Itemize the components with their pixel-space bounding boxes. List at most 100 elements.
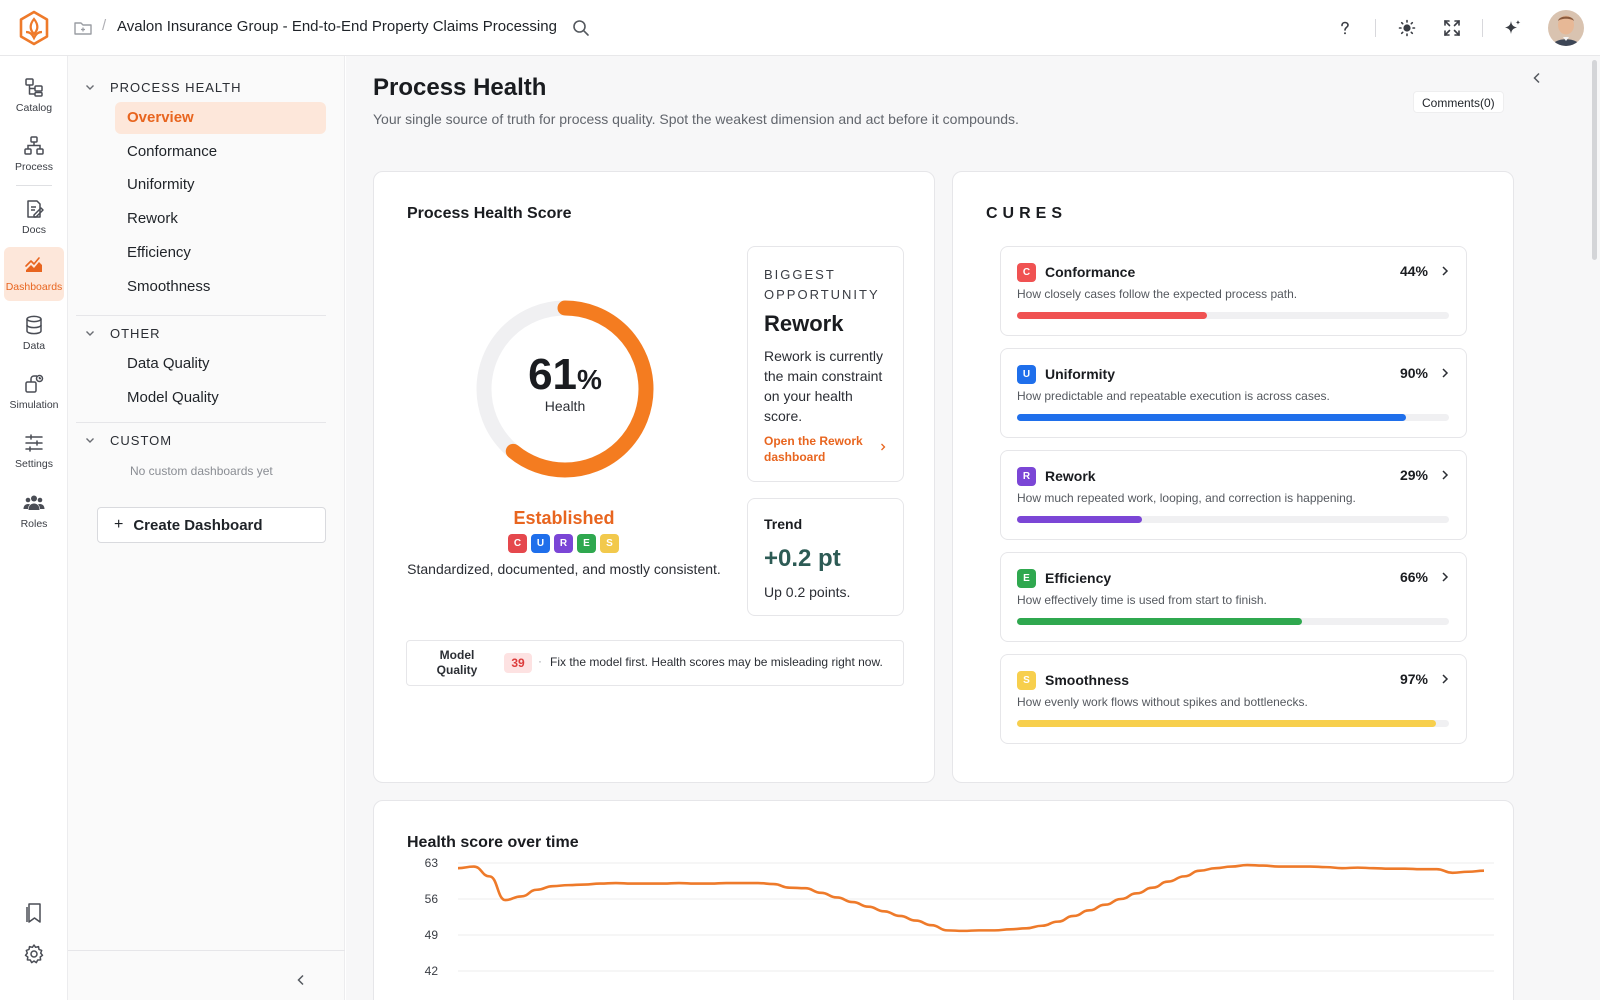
help-icon[interactable]	[1335, 18, 1355, 38]
create-dashboard-button[interactable]: + Create Dashboard	[97, 507, 326, 543]
user-avatar[interactable]	[1548, 10, 1584, 46]
folder-icon[interactable]	[73, 18, 93, 38]
cure-row-rework[interactable]: R Rework 29% How much repeated work, loo…	[1000, 450, 1467, 540]
cure-progress-track	[1017, 414, 1449, 421]
cure-letter-badge: U	[1017, 365, 1036, 384]
section-header-label: OTHER	[110, 325, 161, 341]
cure-row-efficiency[interactable]: E Efficiency 66% How effectively time is…	[1000, 552, 1467, 642]
docs-icon	[27, 200, 44, 218]
nav-item-data-quality[interactable]: Data Quality	[127, 355, 210, 372]
card-title: Process Health Score	[407, 205, 572, 222]
section-divider	[76, 315, 326, 316]
rail-item-roles[interactable]: Roles	[4, 484, 64, 538]
opportunity-kicker: BIGGEST OPPORTUNITY	[764, 267, 880, 302]
top-bar: / Avalon Insurance Group - End-to-End Pr…	[0, 0, 1600, 56]
cure-percent: 66%	[1399, 569, 1428, 585]
bookmark-icon[interactable]	[22, 901, 46, 925]
cure-progress-track	[1017, 618, 1449, 625]
health-series-line[interactable]	[457, 863, 1485, 933]
custom-empty-note: No custom dashboards yet	[130, 464, 273, 478]
search-icon[interactable]	[571, 18, 591, 38]
section-header-process-health[interactable]: PROCESS HEALTH	[84, 77, 242, 97]
trend-box: Trend +0.2 pt Up 0.2 points.	[747, 498, 904, 616]
chevron-left-icon[interactable]	[294, 973, 308, 987]
section-divider	[76, 422, 326, 423]
health-score-card: Process Health Score 61% Health Establis…	[373, 171, 935, 783]
cure-letter-badge: S	[1017, 671, 1036, 690]
rail-divider	[16, 185, 52, 186]
cure-name: Conformance	[1045, 264, 1136, 280]
cures-title: CURES	[986, 205, 1068, 222]
fullscreen-icon[interactable]	[1442, 18, 1462, 38]
section-header-custom[interactable]: CUSTOM	[84, 430, 172, 450]
health-donut-arc	[476, 300, 654, 478]
nav-item-overview[interactable]: Overview	[115, 102, 326, 134]
cure-progress-fill	[1017, 618, 1303, 625]
cure-progress-fill	[1017, 312, 1208, 319]
cures-card: CURES C Conformance 44% How closely case…	[952, 171, 1514, 783]
opportunity-description: Rework is currently the main constraint …	[764, 348, 884, 424]
rail-item-settings[interactable]: Settings	[4, 424, 64, 478]
chevron-right-icon	[1442, 470, 1449, 480]
gear-icon[interactable]	[22, 942, 46, 966]
trend-description: Up 0.2 points.	[764, 584, 851, 600]
rail-item-data[interactable]: Data	[4, 306, 64, 360]
dashboards-icon	[25, 257, 42, 272]
nav-item-uniformity[interactable]: Uniformity	[127, 176, 195, 193]
cure-description: How closely cases follow the expected pr…	[1017, 287, 1298, 301]
nav-item-rework[interactable]: Rework	[127, 210, 178, 227]
rail-label: Docs	[22, 224, 46, 236]
rail-item-catalog[interactable]: Catalog	[4, 68, 64, 122]
sparkle-icon[interactable]	[1503, 18, 1523, 38]
nav-item-conformance[interactable]: Conformance	[127, 143, 218, 160]
chevron-right-icon	[1442, 266, 1449, 276]
page-title: Process Health	[373, 74, 547, 101]
chevron-right-icon[interactable]	[878, 442, 888, 452]
app-logo-icon[interactable]	[18, 10, 50, 46]
rail-label: Process	[15, 161, 53, 173]
y-tick-label: 56	[425, 892, 439, 906]
section-header-label: PROCESS HEALTH	[110, 79, 242, 95]
model-quality-strip[interactable]: Model Quality 39 · Fix the model first. …	[406, 640, 904, 686]
cure-description: How evenly work flows without spikes and…	[1017, 695, 1308, 709]
biggest-opportunity-box: BIGGEST OPPORTUNITY Rework Rework is cur…	[747, 246, 904, 482]
cure-row-smoothness[interactable]: S Smoothness 97% How evenly work flows w…	[1000, 654, 1467, 744]
nav-item-efficiency[interactable]: Efficiency	[127, 244, 191, 261]
cure-row-conformance[interactable]: C Conformance 44% How closely cases foll…	[1000, 246, 1467, 336]
chevron-right-icon	[1442, 572, 1449, 582]
health-score-unit: %	[577, 364, 602, 395]
rail-item-simulation[interactable]: Simulation	[4, 365, 64, 419]
cure-percent: 29%	[1399, 467, 1428, 483]
chip-uniformity: U	[531, 534, 550, 553]
breadcrumb-title[interactable]: Avalon Insurance Group - End-to-End Prop…	[117, 18, 557, 35]
y-tick-label: 42	[425, 964, 439, 978]
sun-icon[interactable]	[1397, 18, 1417, 38]
breadcrumb-separator: /	[102, 17, 107, 34]
cure-percent: 44%	[1399, 263, 1428, 279]
trend-value: +0.2 pt	[764, 545, 841, 572]
health-over-time-card: Health score over time 63 56 49 42	[373, 800, 1514, 1000]
cures-chips: C U R E S	[508, 534, 619, 553]
y-tick-label: 49	[425, 928, 439, 942]
section-header-label: CUSTOM	[110, 432, 173, 448]
scrollbar-thumb[interactable]	[1592, 60, 1597, 260]
health-score-label: Health	[544, 398, 586, 414]
comments-button[interactable]: Comments(0)	[1413, 91, 1504, 113]
cure-row-uniformity[interactable]: U Uniformity 90% How predictable and rep…	[1000, 348, 1467, 438]
rail-item-dashboards[interactable]: Dashboards	[4, 247, 64, 301]
nav-item-model-quality[interactable]: Model Quality	[127, 389, 219, 406]
nav-footer-divider	[68, 950, 345, 951]
rail-item-process[interactable]: Process	[4, 127, 64, 181]
section-header-other[interactable]: OTHER	[84, 323, 161, 343]
model-quality-message: Fix the model first. Health scores may b…	[550, 655, 883, 669]
simulation-icon	[25, 374, 44, 393]
health-score-value: 61%	[474, 352, 656, 403]
chevron-left-icon[interactable]	[1530, 71, 1544, 85]
maturity-description: Standardized, documented, and mostly con…	[407, 561, 721, 577]
health-over-time-chart: 63 56 49 42	[425, 856, 1494, 978]
chevron-down-icon	[86, 85, 94, 90]
nav-item-smoothness[interactable]: Smoothness	[127, 278, 211, 295]
rail-item-docs[interactable]: Docs	[4, 190, 64, 244]
open-rework-dashboard-link[interactable]: Open the Rework dashboard	[764, 434, 863, 464]
rail-label: Catalog	[15, 102, 53, 114]
